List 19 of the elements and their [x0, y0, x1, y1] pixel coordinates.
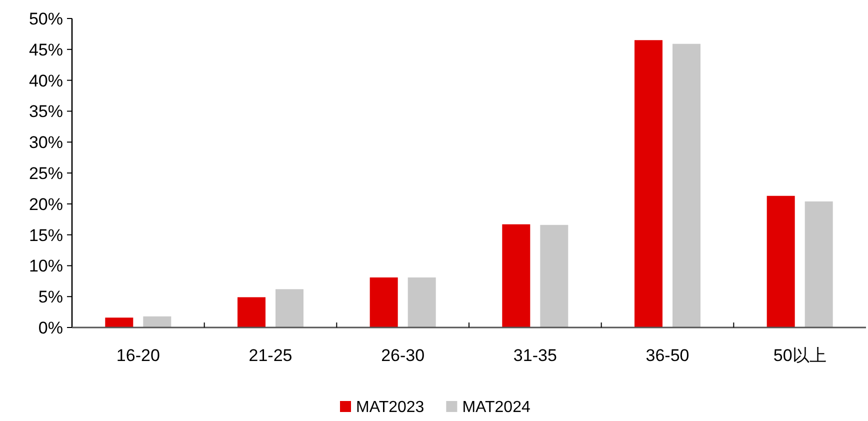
- y-tick-label: 0%: [38, 318, 63, 338]
- y-tick-label: 45%: [28, 40, 63, 60]
- y-tick-label: 30%: [28, 133, 63, 152]
- y-tick-label: 5%: [38, 288, 63, 307]
- y-tick-label: 15%: [28, 226, 63, 245]
- y-tick-label: 20%: [28, 194, 63, 214]
- x-tick-label: 31-35: [513, 346, 557, 365]
- x-tick-label: 50以上: [773, 346, 826, 365]
- legend-label: MAT2024: [462, 399, 530, 416]
- x-tick-label: 21-25: [248, 346, 292, 365]
- y-tick-label: 10%: [28, 256, 63, 276]
- legend-label: MAT2023: [356, 399, 424, 416]
- y-tick-label: 40%: [28, 71, 63, 90]
- y-tick-label: 50%: [28, 10, 63, 28]
- x-tick-label: 26-30: [381, 346, 425, 365]
- x-tick-label: 16-20: [116, 346, 160, 365]
- y-tick-label: 35%: [28, 102, 63, 122]
- y-tick-label: 25%: [28, 164, 63, 183]
- x-tick-label: 36-50: [646, 346, 690, 365]
